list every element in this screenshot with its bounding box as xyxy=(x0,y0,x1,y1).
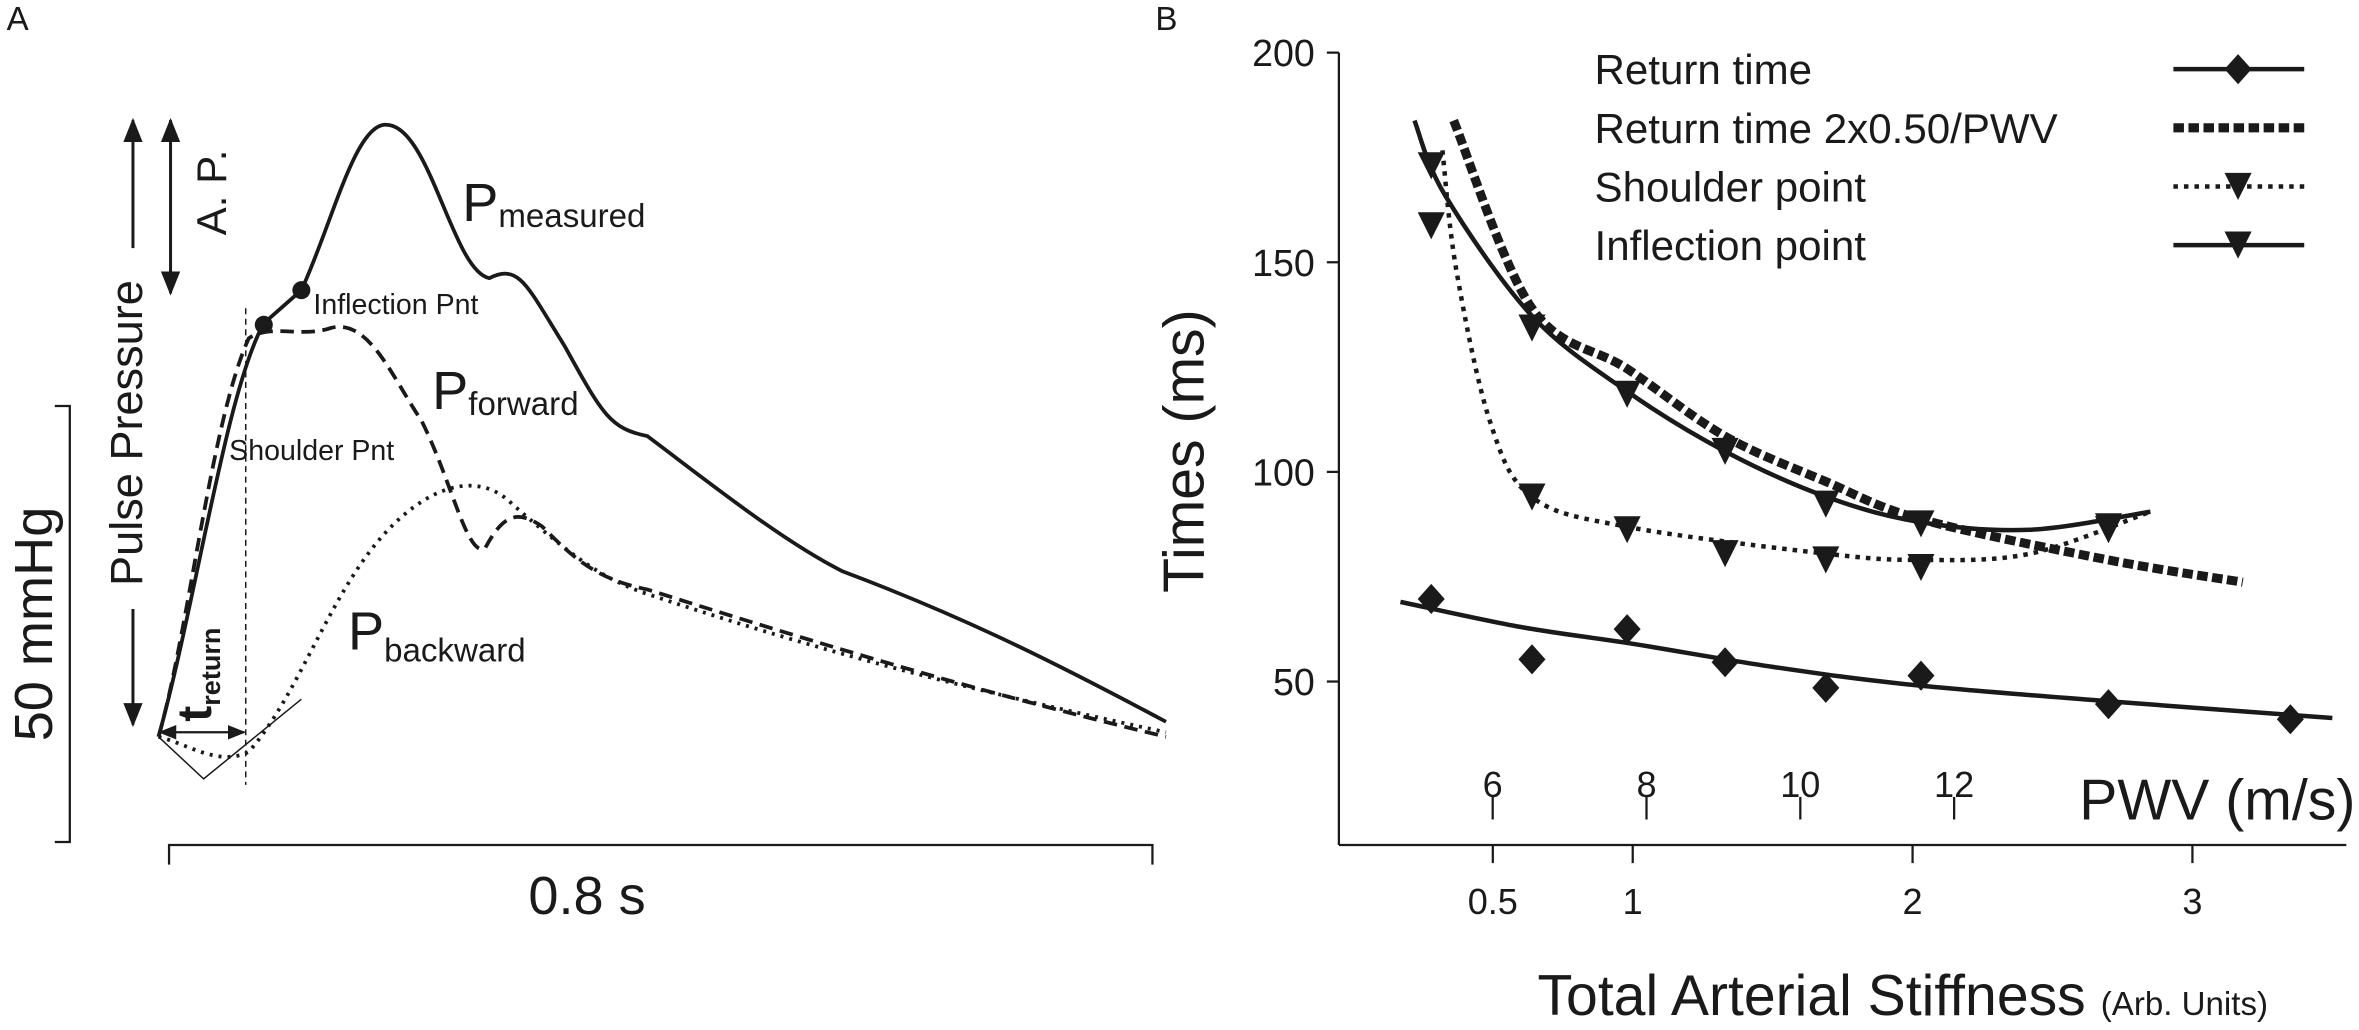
x-axis-title-unit: (Arb. Units) xyxy=(2101,986,2268,1023)
y-tick-label: 50 xyxy=(1273,661,1315,703)
series-line xyxy=(1449,118,2244,587)
triangle-marker xyxy=(1711,540,1739,568)
label-sub: measured xyxy=(498,198,645,235)
diamond-marker xyxy=(1812,672,1840,703)
inflection-label: Inflection Pnt xyxy=(313,289,478,321)
triangle-marker xyxy=(1907,553,1935,582)
triangle-marker xyxy=(1907,510,1935,538)
diamond-marker xyxy=(1711,647,1739,678)
legend-marker xyxy=(2224,172,2252,200)
triangle-marker xyxy=(1417,152,1445,180)
label-main: P xyxy=(432,361,468,421)
diamond-marker xyxy=(2094,689,2122,720)
triangle-marker xyxy=(1613,380,1641,408)
inflection-dot xyxy=(292,281,311,300)
x-axis-title-main: Total Arterial Stiffness xyxy=(1537,964,2085,1028)
legend-label: Inflection point xyxy=(1595,222,1867,269)
shoulder-dot xyxy=(254,315,273,334)
legend-label: Return time xyxy=(1595,46,1813,93)
y-tick-label: 200 xyxy=(1252,32,1315,74)
legend-label: Shoulder point xyxy=(1595,163,1867,210)
triangle-marker xyxy=(1711,437,1739,465)
triangle-marker xyxy=(1812,490,1840,518)
x2-tick-label: 10 xyxy=(1780,764,1820,805)
triangle-marker xyxy=(1812,546,1840,574)
y-tick-label: 100 xyxy=(1252,451,1315,493)
label-sub: forward xyxy=(468,386,578,423)
x-tick-label: 2 xyxy=(1903,881,1923,922)
ap-label: A. P. xyxy=(188,150,235,236)
x2-tick-label: 6 xyxy=(1483,764,1503,805)
p-backward-label: Pbackward xyxy=(348,602,526,670)
construction-line xyxy=(158,698,302,780)
legend-label: Return time 2x0.50/PWV xyxy=(1595,105,2058,152)
legend-marker xyxy=(2224,54,2252,85)
diamond-marker xyxy=(2276,704,2304,735)
p-forward-label: Pforward xyxy=(432,361,578,423)
pressure-scale-label: 50 mmHg xyxy=(4,507,64,742)
y-tick-label: 150 xyxy=(1252,242,1315,284)
x-axis-title: Total Arterial Stiffness (Arb. Units) xyxy=(1537,964,2268,1028)
time-scale-label: 0.8 s xyxy=(528,866,645,926)
diamond-marker xyxy=(1907,660,1935,691)
x-tick-label: 3 xyxy=(2182,881,2202,922)
triangle-marker xyxy=(1518,314,1546,342)
p-backward-curve xyxy=(158,483,1167,759)
triangle-marker xyxy=(1613,516,1641,544)
p-forward-curve xyxy=(156,324,1167,739)
fit-line xyxy=(1440,150,2152,563)
diamond-marker xyxy=(1613,614,1641,645)
label-sub: backward xyxy=(384,633,526,670)
panel-label: A xyxy=(7,1,29,38)
diamond-marker xyxy=(1417,583,1445,614)
x-tick-label: 1 xyxy=(1623,881,1643,922)
legend-marker xyxy=(2224,231,2252,259)
diamond-marker xyxy=(1518,644,1546,675)
label-main: P xyxy=(348,602,384,662)
fit-line xyxy=(1399,599,2333,721)
shoulder-label: Shoulder Pnt xyxy=(229,435,394,467)
label-main: t xyxy=(168,706,222,722)
x-tick-label: 0.5 xyxy=(1468,881,1518,922)
p-measured-label: Pmeasured xyxy=(462,173,645,235)
triangle-marker xyxy=(1417,212,1445,240)
x2-tick-label: 8 xyxy=(1636,764,1656,805)
panel-label: B xyxy=(1155,1,1177,38)
pressure-scale-bar xyxy=(54,404,71,844)
label-sub: return xyxy=(196,628,226,706)
triangle-marker xyxy=(1518,483,1546,511)
panel-a: A Pulse Pressure A. P. 50 mmHg 0.8 s Pme… xyxy=(4,1,1167,926)
label-main: P xyxy=(462,173,498,233)
x2-axis-title: PWV (m/s) xyxy=(2079,768,2355,832)
p-measured-curve xyxy=(156,122,1167,738)
t-return-label: treturn xyxy=(168,628,226,722)
y-axis-title: Times (ms) xyxy=(1153,309,1217,592)
time-scale-bar xyxy=(167,843,1154,865)
pulse-pressure-label: Pulse Pressure xyxy=(101,280,152,586)
x2-tick-label: 12 xyxy=(1934,764,1974,805)
triangle-marker xyxy=(2094,513,2122,541)
